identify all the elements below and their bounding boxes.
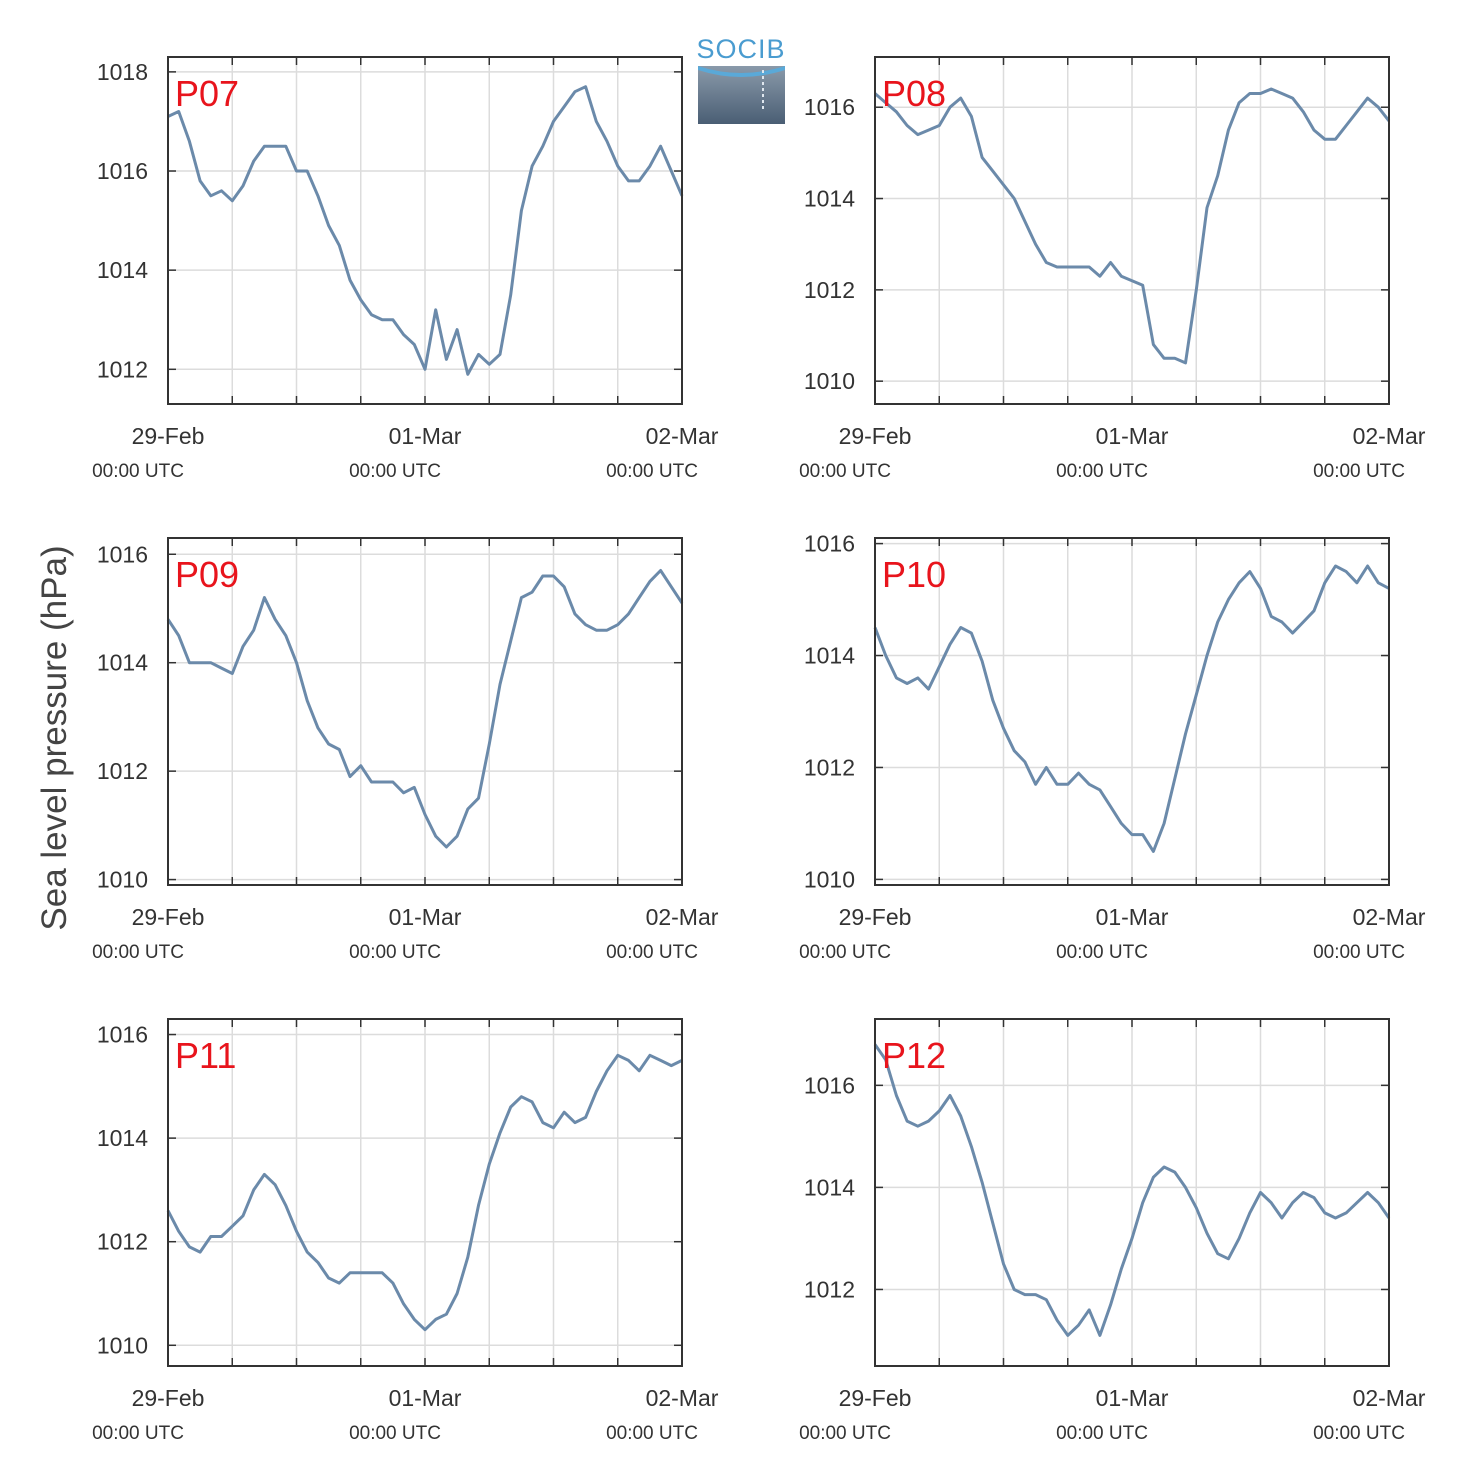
pressure-series-line (166, 569, 684, 849)
x-tick-label: 29-Feb (839, 423, 912, 449)
x-tick-label: 02-Mar (1353, 1385, 1426, 1411)
x-tick-label: 02-Mar (646, 1385, 719, 1411)
x-tick-sublabel: 00:00 UTC (1056, 1423, 1148, 1444)
x-tick-label: 29-Feb (839, 904, 912, 930)
y-tick-label: 1010 (804, 368, 855, 394)
station-label: P08 (882, 73, 946, 114)
station-label: P11 (175, 1035, 236, 1076)
x-tick-sublabel: 00:00 UTC (1313, 461, 1405, 482)
y-tick-label: 1014 (804, 186, 855, 212)
x-tick-sublabel: 00:00 UTC (92, 461, 184, 482)
panel-p07: 1012 1014 1016 1018 29-Feb 00:00 UTC 01-Mar 00:… (92, 56, 719, 482)
x-tick-label: 01-Mar (389, 1385, 462, 1411)
y-tick-label: 1012 (804, 754, 855, 780)
x-tick-sublabel: 00:00 UTC (1056, 461, 1148, 482)
y-tick-label: 1014 (804, 643, 855, 669)
pressure-series-line (873, 1043, 1391, 1337)
pressure-series-line (166, 1053, 683, 1332)
y-axis-label: Sea level pressure (hPa) (35, 545, 74, 930)
y-tick-label: 1016 (804, 94, 855, 120)
x-tick-label: 01-Mar (389, 904, 462, 930)
station-label: P10 (882, 554, 946, 595)
y-tick-label: 1012 (97, 1229, 148, 1255)
x-tick-label: 02-Mar (646, 423, 719, 449)
x-tick-label: 01-Mar (1096, 1385, 1169, 1411)
panel-p11: 1010 1012 1014 1016 29-Feb 00:00 UTC 01-Mar 00:… (92, 1018, 719, 1444)
panel-p09: 1010 1012 1014 1016 29-Feb 00:00 UTC 01-Mar 00:… (92, 537, 719, 963)
y-tick-label: 1012 (804, 277, 855, 303)
plot-frame (874, 56, 1390, 405)
y-tick-label: 1012 (804, 1276, 855, 1302)
plot-frame (874, 537, 1390, 886)
x-tick-sublabel: 00:00 UTC (349, 942, 441, 963)
y-tick-label: 1010 (97, 1332, 148, 1358)
station-label: P07 (175, 73, 239, 114)
x-tick-label: 01-Mar (1096, 423, 1169, 449)
x-tick-sublabel: 00:00 UTC (1313, 942, 1405, 963)
y-tick-label: 1016 (97, 1022, 148, 1048)
station-label: P12 (882, 1035, 946, 1076)
pressure-series-line (873, 564, 1390, 853)
y-tick-label: 1010 (804, 866, 855, 892)
y-tick-label: 1016 (97, 158, 148, 184)
y-tick-label: 1012 (97, 758, 148, 784)
y-tick-label: 1012 (97, 356, 148, 382)
x-tick-label: 29-Feb (839, 1385, 912, 1411)
y-tick-label: 1014 (97, 1125, 148, 1151)
x-tick-sublabel: 00:00 UTC (1313, 1423, 1405, 1444)
x-tick-sublabel: 00:00 UTC (1056, 942, 1148, 963)
logo-text: SOCIB (696, 34, 785, 64)
x-tick-sublabel: 00:00 UTC (92, 1423, 184, 1444)
y-tick-label: 1014 (97, 650, 148, 676)
plot-frame (167, 1018, 683, 1367)
x-tick-sublabel: 00:00 UTC (606, 1423, 698, 1444)
socib-logo: SOCIB (696, 34, 785, 124)
x-tick-sublabel: 00:00 UTC (92, 942, 184, 963)
x-tick-sublabel: 00:00 UTC (606, 461, 698, 482)
x-tick-label: 29-Feb (132, 904, 205, 930)
x-tick-label: 29-Feb (132, 1385, 205, 1411)
x-tick-sublabel: 00:00 UTC (799, 1423, 891, 1444)
x-tick-label: 29-Feb (132, 423, 205, 449)
x-tick-label: 01-Mar (389, 423, 462, 449)
y-tick-label: 1010 (97, 867, 148, 893)
x-tick-label: 02-Mar (1353, 904, 1426, 930)
pressure-series-line (874, 87, 1391, 365)
panel-p10: 1010 1012 1014 1016 29-Feb 00:00 UTC 01-Mar 00:… (799, 531, 1426, 963)
y-tick-label: 1014 (97, 257, 148, 283)
y-tick-label: 1014 (804, 1174, 855, 1200)
x-tick-sublabel: 00:00 UTC (799, 942, 891, 963)
plot-frame (167, 537, 683, 886)
x-tick-label: 02-Mar (646, 904, 719, 930)
x-tick-sublabel: 00:00 UTC (349, 461, 441, 482)
plot-frame (167, 56, 683, 405)
x-tick-sublabel: 00:00 UTC (349, 1423, 441, 1444)
y-tick-label: 1016 (804, 1072, 855, 1098)
y-tick-label: 1016 (804, 531, 855, 557)
y-tick-label: 1016 (97, 541, 148, 567)
x-tick-label: 02-Mar (1353, 423, 1426, 449)
panel-p12: 1012 1014 1016 29-Feb 00:00 UTC 01-Mar 00:00 U… (799, 1018, 1426, 1444)
x-tick-sublabel: 00:00 UTC (799, 461, 891, 482)
plot-frame (874, 1018, 1390, 1367)
x-tick-label: 01-Mar (1096, 904, 1169, 930)
y-tick-label: 1018 (97, 59, 148, 85)
station-label: P09 (175, 554, 239, 595)
pressure-series-line (167, 85, 684, 376)
panel-p08: 1010 1012 1014 1016 29-Feb 00:00 UTC 01-Mar 00:… (799, 56, 1426, 482)
x-tick-sublabel: 00:00 UTC (606, 942, 698, 963)
